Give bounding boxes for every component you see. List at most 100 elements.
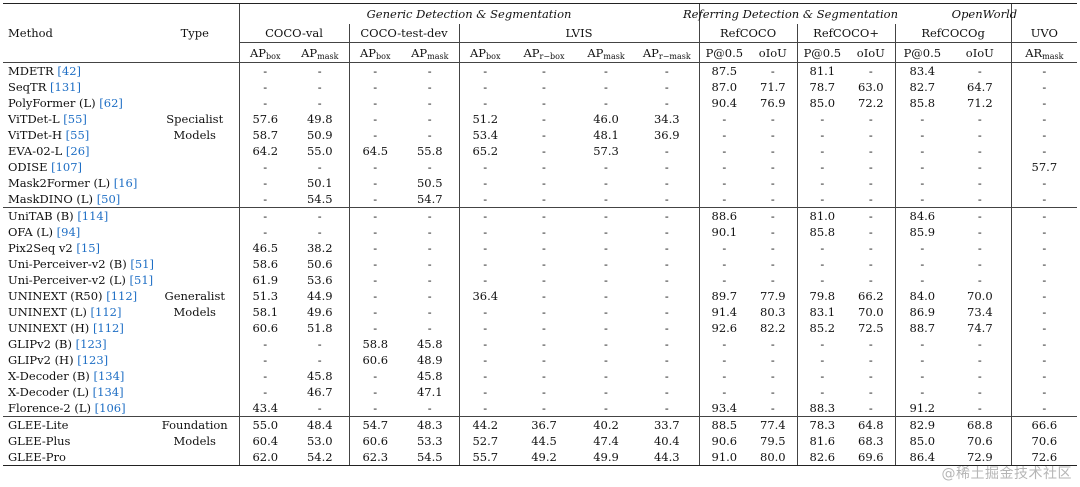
value-cell: - — [401, 207, 459, 224]
table-row: PolyFormer (L) [62] - - - - - - - - 90.4 76.9 85.0 7… — [3, 95, 1078, 111]
value-cell: 68.3 — [858, 434, 884, 448]
citation-link[interactable]: [50] — [96, 192, 121, 206]
value-cell: - — [458, 320, 511, 336]
value-cell: - — [542, 337, 546, 351]
value-cell: - — [796, 143, 848, 159]
value-cell: 89.7 — [698, 288, 750, 304]
value-cell: - — [348, 111, 401, 127]
value-cell: - — [604, 289, 608, 303]
value-cell: 62.3 — [348, 449, 401, 466]
value-cell: - — [977, 353, 982, 367]
value-cell: 46.0 — [593, 112, 619, 126]
value-cell: 72.6 — [1010, 449, 1078, 466]
citation-link[interactable]: [51] — [129, 273, 154, 287]
value-cell: - — [698, 256, 750, 272]
citation-link[interactable]: [42] — [57, 64, 81, 78]
group-empty-header — [1010, 3, 1078, 24]
value-cell: 81.1 — [796, 62, 848, 79]
citation-link[interactable]: [51] — [130, 257, 154, 271]
value-cell: - — [604, 385, 608, 399]
value-cell: - — [427, 289, 432, 303]
value-cell: - — [796, 336, 848, 352]
value-cell: - — [458, 62, 511, 79]
value-cell: 50.1 — [306, 176, 333, 190]
value-cell: - — [317, 401, 322, 415]
value-cell: 64.5 — [348, 143, 401, 159]
value-cell: - — [458, 207, 511, 224]
type-cell — [151, 320, 239, 336]
citation-link[interactable]: [107] — [51, 160, 83, 174]
dataset-uvo: UVO — [1010, 24, 1078, 43]
value-cell: - — [317, 96, 322, 110]
table-row: ViTDet-L [55] Specialist Models 57.6 49.8- -5… — [3, 111, 1078, 142]
value-cell: 85.8 — [894, 95, 950, 111]
method-header: Method — [3, 3, 151, 63]
value-cell: - — [348, 224, 401, 240]
results-table: Method Type Generic Detection & Segmenta… — [3, 3, 1078, 466]
value-cell: - — [894, 175, 950, 191]
value-cell: - — [604, 225, 608, 239]
value-cell: - — [604, 257, 608, 271]
value-cell: 53.0 — [306, 434, 333, 448]
citation-link[interactable]: [106] — [94, 401, 126, 415]
value-cell: - — [664, 257, 669, 271]
value-cell: - — [770, 273, 775, 287]
table-row: GLEE-Lite Foundation Models 55.0 48.4 54.7 48.… — [3, 416, 1078, 448]
value-cell: - — [317, 225, 322, 239]
value-cell: - — [664, 385, 669, 399]
citation-link[interactable]: [112] — [90, 305, 122, 319]
citation-link[interactable]: [15] — [76, 241, 100, 255]
table-row: ODISE [107] - - - - - - - - - - - - - - 57.7 — [3, 159, 1078, 175]
value-cell: - — [427, 96, 432, 110]
citation-link[interactable]: [112] — [106, 289, 138, 303]
value-cell: - — [348, 240, 401, 256]
value-cell: - — [868, 225, 873, 239]
method-cell: Mask2Former (L) [16] — [8, 176, 138, 190]
value-cell: 60.4 — [238, 433, 291, 449]
value-cell: 53.3 — [416, 434, 443, 448]
dataset-refcoco: RefCOCO — [698, 24, 798, 43]
metric-header: APbox — [458, 42, 511, 63]
value-cell: - — [1010, 288, 1078, 304]
citation-link[interactable]: [123] — [77, 353, 109, 367]
value-cell: - — [604, 337, 608, 351]
value-cell: - — [977, 160, 982, 174]
citation-link[interactable]: [94] — [56, 225, 81, 239]
method-cell: UNINEXT (R50) [112] — [8, 289, 138, 303]
value-cell: 81.6 — [796, 433, 848, 449]
method-cell: OFA (L) [94] — [8, 225, 81, 239]
citation-link[interactable]: [131] — [50, 80, 81, 94]
citation-link[interactable]: [112] — [92, 321, 124, 335]
value-cell: 70.0 — [858, 305, 884, 319]
value-cell: - — [238, 224, 291, 240]
value-cell: - — [894, 336, 950, 352]
value-cell: - — [894, 272, 950, 288]
value-cell: - — [977, 385, 982, 399]
value-cell: - — [458, 272, 511, 288]
value-cell: 70.6 — [967, 434, 993, 448]
type-cell — [151, 449, 239, 466]
value-cell: 48.4 — [291, 416, 349, 433]
citation-link[interactable]: [55] — [63, 112, 87, 126]
citation-link[interactable]: [123] — [75, 337, 107, 351]
citation-link[interactable]: [134] — [92, 385, 124, 399]
value-cell: - — [664, 305, 669, 319]
citation-link[interactable]: [16] — [113, 176, 138, 190]
value-cell: - — [348, 62, 401, 79]
value-cell: 71.2 — [967, 96, 993, 110]
value-cell: - — [458, 95, 511, 111]
citation-link[interactable]: [62] — [99, 96, 123, 110]
citation-link[interactable]: [26] — [65, 144, 90, 158]
value-cell: 72.9 — [949, 449, 1012, 466]
citation-link[interactable]: [55] — [65, 128, 90, 142]
value-cell: - — [348, 400, 401, 417]
value-cell: 55.8 — [416, 144, 443, 158]
citation-link[interactable]: [134] — [93, 369, 125, 383]
type-cell — [151, 62, 239, 79]
value-cell: - — [604, 192, 608, 206]
value-cell: 85.2 — [796, 320, 848, 336]
table-row: MaskDINO (L) [50] - 54.5 - 54.7 - - - - - - - - - - - — [3, 191, 1078, 208]
citation-link[interactable]: [114] — [77, 209, 109, 223]
value-cell: - — [604, 321, 608, 335]
value-cell: 77.9 — [760, 289, 786, 303]
